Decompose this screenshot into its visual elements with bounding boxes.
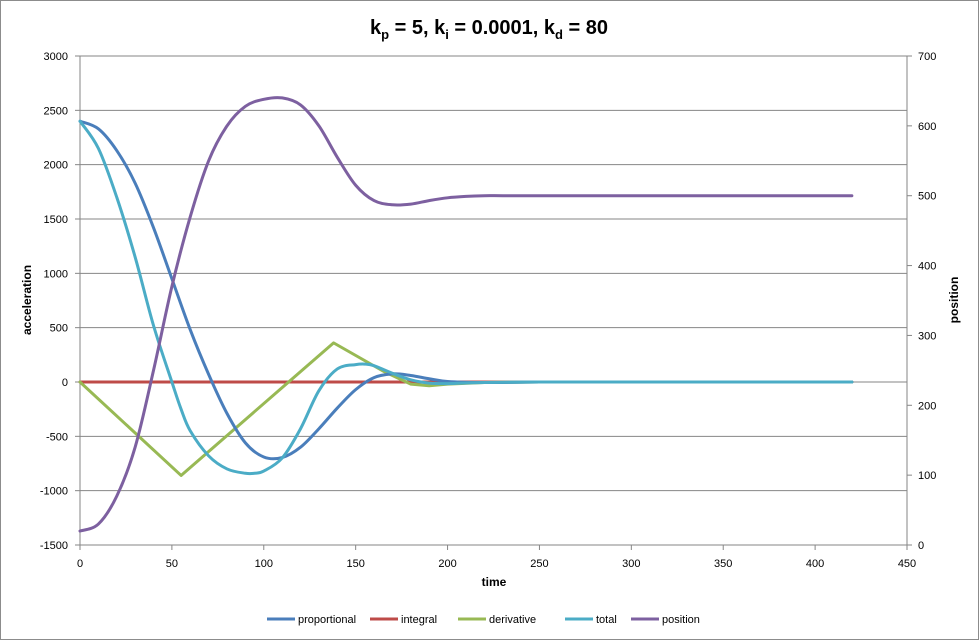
y2-tick-label: 100 (918, 470, 936, 482)
legend-label-position: position (662, 614, 700, 626)
y2-axis-label: position (947, 277, 961, 324)
title-text-0: = 5, (389, 17, 434, 39)
legend: proportional integral derivative total posit… (267, 614, 700, 626)
y-tick-label: 0 (62, 377, 68, 389)
y2-tick-label: 600 (918, 121, 936, 133)
y-tick-label: 2000 (44, 160, 68, 172)
y2-tick-label: 400 (918, 261, 936, 273)
y2-tick-label: 500 (918, 191, 936, 203)
legend-label-derivative: derivative (489, 614, 536, 626)
y2-tick-label: 700 (918, 51, 936, 63)
title-subscript-i: i (445, 27, 449, 42)
y-tick-label: -500 (46, 431, 68, 443)
gridlines (80, 55, 907, 546)
y-tick-label: 2500 (44, 105, 68, 117)
x-tick-label: 300 (622, 558, 640, 570)
x-tick-label: 350 (714, 558, 732, 570)
series-line-proportional (78, 119, 854, 461)
y2-tick-label: 200 (918, 400, 936, 412)
y-tick-label: -1500 (40, 540, 68, 552)
x-axis-label: time (482, 575, 507, 589)
x-tick-label: 100 (255, 558, 273, 570)
y-tick-label: 3000 (44, 51, 68, 63)
title-part-0: k (370, 17, 382, 39)
x-tick-label: 0 (77, 558, 83, 570)
y2-tick-label: 300 (918, 330, 936, 342)
series-line-total (78, 119, 854, 476)
legend-label-integral: integral (401, 614, 437, 626)
y-tick-label: 1500 (44, 214, 68, 226)
legend-item-proportional: proportional (267, 614, 356, 626)
legend-item-derivative: derivative (458, 614, 536, 626)
title-part-2: k (544, 17, 556, 39)
series-line-derivative (78, 341, 854, 477)
x-tick-label: 50 (166, 558, 178, 570)
series-line-position (78, 96, 854, 533)
title-part-1: k (434, 17, 446, 39)
legend-item-position: position (631, 614, 700, 626)
series-lines (78, 96, 854, 533)
x-tick-label: 400 (806, 558, 824, 570)
title-text-2: = 80 (563, 17, 608, 39)
chart-title: kp = 5, ki = 0.0001, kd = 80 (370, 17, 608, 42)
y-tick-label: 500 (50, 323, 68, 335)
title-text-1: = 0.0001, (449, 17, 544, 39)
x-tick-label: 450 (898, 558, 916, 570)
y-tick-label: -1000 (40, 486, 68, 498)
x-tick-label: 250 (530, 558, 548, 570)
title-subscript-p: p (381, 27, 389, 42)
y-axis-label: acceleration (20, 265, 34, 335)
legend-label-proportional: proportional (298, 614, 356, 626)
legend-label-total: total (596, 614, 617, 626)
legend-item-total: total (565, 614, 617, 626)
y2-tick-label: 0 (918, 540, 924, 552)
y-tick-label: 1000 (44, 268, 68, 280)
legend-item-integral: integral (370, 614, 437, 626)
x-tick-label: 200 (438, 558, 456, 570)
x-tick-label: 150 (346, 558, 364, 570)
axes: -1500-1000-50005001000150020002500300001… (40, 51, 937, 570)
title-subscript-d: d (555, 27, 563, 42)
